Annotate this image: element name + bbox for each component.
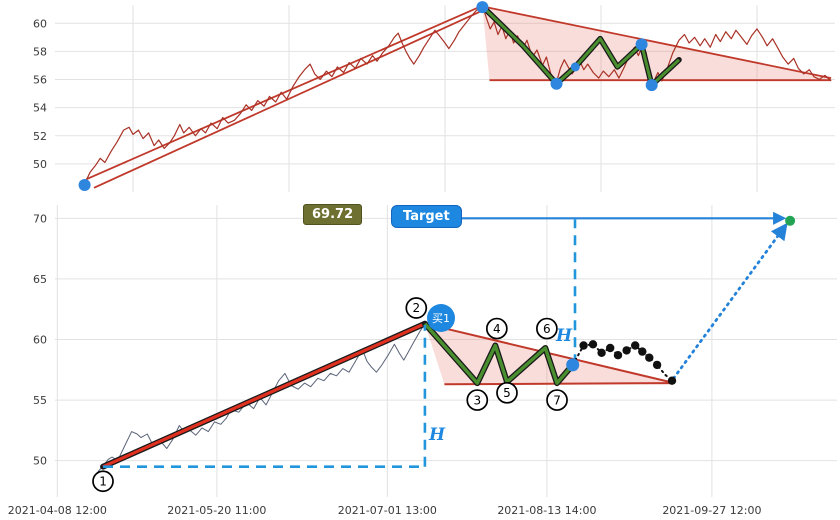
price-line — [97, 324, 427, 472]
y-tick-label: 52 — [33, 130, 47, 143]
target-dot — [785, 215, 796, 226]
target-button[interactable]: Target — [391, 205, 462, 228]
zigzag-pattern — [479, 3, 682, 88]
height-label-1: H — [429, 425, 446, 445]
height-label-2: H — [556, 326, 573, 346]
consolidation-dots — [579, 340, 677, 385]
overview-chart-svg: 60 58 56 54 52 50 — [33, 1, 835, 192]
svg-text:1: 1 — [99, 474, 107, 488]
y-tick-label: 56 — [33, 74, 47, 87]
y-tick-label: 60 — [33, 333, 47, 346]
svg-text:3: 3 — [473, 393, 481, 407]
wave-marker-5: 5 — [496, 381, 518, 404]
y-tick-label: 60 — [33, 17, 47, 30]
y-tick-label: 58 — [33, 45, 47, 58]
target-price-badge: 69.72 — [303, 204, 363, 225]
pivot-dot-small — [570, 62, 580, 72]
breakout-projection — [672, 222, 788, 380]
x-tick-label: 2021-04-08 12:00 — [8, 504, 107, 517]
zigzag-pattern — [421, 320, 576, 387]
svg-text:7: 7 — [553, 393, 561, 407]
svg-text:6: 6 — [543, 322, 551, 336]
x-tick-label: 2021-07-01 13:00 — [338, 504, 437, 517]
y-tick-label: 54 — [33, 102, 47, 115]
x-tick-label: 2021-09-27 12:00 — [662, 504, 761, 517]
buy-signal-marker[interactable]: 买1 — [427, 304, 455, 332]
breakout-dot — [566, 358, 580, 372]
x-tick-label: 2021-05-20 11:00 — [167, 504, 266, 517]
y-tick-label: 50 — [33, 158, 47, 171]
y-tick-label: 70 — [33, 212, 47, 225]
svg-text:4: 4 — [493, 322, 501, 336]
wave-marker-1: 1 — [92, 470, 114, 493]
pivot-dots — [78, 1, 658, 191]
y-tick-label: 50 — [33, 455, 47, 468]
triangle-upper-trendline — [482, 5, 832, 79]
rising-trendline-2 — [93, 9, 483, 189]
svg-text:2: 2 — [412, 301, 420, 315]
wave-marker-3: 3 — [466, 389, 489, 411]
grid-lines — [55, 5, 835, 192]
y-tick-label: 65 — [33, 273, 47, 286]
y-tick-label: 55 — [33, 394, 47, 407]
svg-text:5: 5 — [503, 386, 511, 400]
x-tick-label: 2021-08-13 14:00 — [497, 504, 596, 517]
price-line — [84, 5, 832, 184]
rising-trendline-1 — [85, 4, 483, 181]
wave-marker-6: 6 — [536, 317, 558, 340]
wave-marker-2: 2 — [405, 297, 428, 319]
wave-marker-4: 4 — [485, 317, 508, 340]
impulse-trendline — [100, 320, 428, 470]
wave-marker-7: 7 — [546, 389, 568, 411]
